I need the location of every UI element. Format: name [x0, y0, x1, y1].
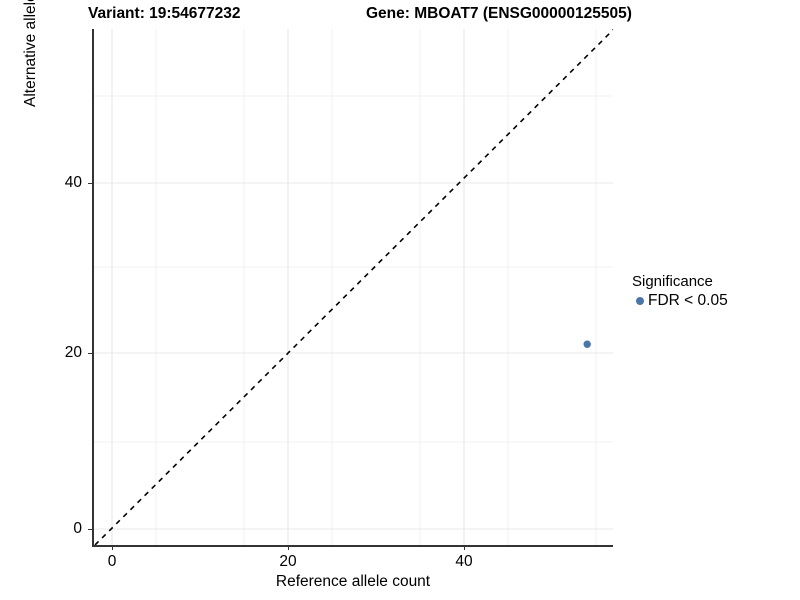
variant-title: Variant: 19:54677232: [88, 5, 241, 22]
x-tick-mark-20: [288, 546, 289, 550]
title-row: Variant: 19:54677232 Gene: MBOAT7 (ENSG0…: [0, 4, 800, 26]
y-tick-label-20: 20: [64, 344, 82, 361]
grid-major-vertical: [111, 29, 465, 545]
x-tick-mark-0: [112, 546, 113, 550]
legend-circle-icon: [632, 291, 648, 310]
x-axis-line: [92, 545, 613, 547]
plot-panel: [93, 29, 613, 545]
x-axis-title: Reference allele count: [275, 573, 431, 590]
identity-reference-line: [94, 29, 613, 545]
y-axis-title: Alternative allele count: [22, 0, 39, 107]
x-tick-label-0: 0: [107, 553, 117, 570]
y-axis-line: [92, 29, 94, 546]
grid-minor-vertical: [155, 29, 597, 545]
gene-title: Gene: MBOAT7 (ENSG00000125505): [366, 5, 632, 22]
legend: Significance FDR < 0.05: [632, 272, 792, 310]
x-tick-mark-40: [464, 546, 465, 550]
y-tick-label-0: 0: [73, 520, 82, 537]
legend-item-fdr[interactable]: FDR < 0.05: [632, 291, 792, 310]
legend-item-label: FDR < 0.05: [648, 292, 728, 309]
y-tick-label-40: 40: [64, 174, 82, 191]
y-tick-mark-20: [88, 353, 92, 354]
x-tick-label-40: 40: [455, 553, 473, 570]
y-tick-mark-0: [88, 529, 92, 530]
grid-minor-horizontal: [93, 95, 613, 530]
plot-panel-svg: [93, 29, 613, 545]
legend-title: Significance: [632, 273, 713, 290]
x-tick-label-20: 20: [279, 553, 297, 570]
data-point[interactable]: [583, 340, 591, 348]
grid-major-horizontal: [93, 182, 613, 530]
y-tick-mark-40: [88, 183, 92, 184]
